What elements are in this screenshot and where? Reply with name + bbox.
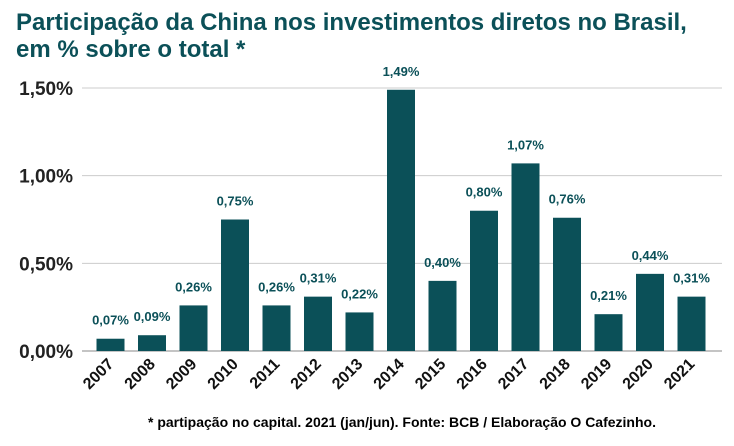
bar [262,305,291,351]
y-tick-label: 1,00% [19,167,73,188]
x-tick-label: 2019 [578,356,615,393]
data-label: 0,31% [673,271,710,286]
data-label: 0,40% [424,255,461,270]
data-label: 1,49% [383,64,420,79]
x-tick-label: 2011 [247,356,284,393]
bar [428,280,457,351]
x-tick-label: 2020 [620,356,657,393]
bar [553,217,581,351]
x-tick-label: 2015 [412,356,449,393]
data-label: 0,07% [92,313,129,328]
data-label: 0,76% [549,192,586,207]
bar [511,163,540,351]
data-label: 0,21% [590,288,627,303]
x-tick-label: 2008 [122,356,159,393]
x-tick-label: 2013 [329,356,366,393]
data-label: 0,31% [300,271,337,286]
data-label: 0,80% [466,185,503,200]
x-tick-label: 2021 [661,356,698,393]
chart-footnote: * partipação no capital. 2021 (jan/jun).… [148,414,656,430]
x-tick-label: 2009 [163,356,200,393]
x-tick-label: 2018 [537,356,574,393]
bar [470,210,498,351]
bar [345,312,374,351]
bar [594,314,623,351]
bar [138,335,166,351]
bar [636,273,664,351]
bar [179,305,208,351]
x-tick-label: 2010 [205,356,242,393]
bar [304,296,332,351]
bar [387,89,415,352]
data-label: 0,09% [134,309,171,324]
data-label: 0,26% [175,279,212,294]
bar [677,296,706,351]
y-tick-label: 1,50% [19,79,73,100]
chart-title-line-2: em % sobre o total * [16,36,246,63]
bar [221,219,249,351]
y-tick-label: 0,00% [19,342,73,363]
chart-title: Participação da China nos investimentos … [16,9,728,63]
x-tick-label: 2017 [495,356,532,393]
data-label: 0,26% [258,279,295,294]
y-tick-label: 0,50% [19,254,73,275]
x-tick-label: 2014 [371,356,408,393]
data-label: 0,44% [632,248,669,263]
x-tick-label: 2016 [454,356,491,393]
bar [96,338,125,351]
chart-title-line-1: Participação da China nos investimentos … [16,9,687,36]
x-tick-label: 2012 [288,356,325,393]
x-tick-label: 2007 [80,356,117,393]
data-label: 0,75% [217,194,254,209]
data-label: 1,07% [507,137,544,152]
data-label: 0,22% [341,286,378,301]
